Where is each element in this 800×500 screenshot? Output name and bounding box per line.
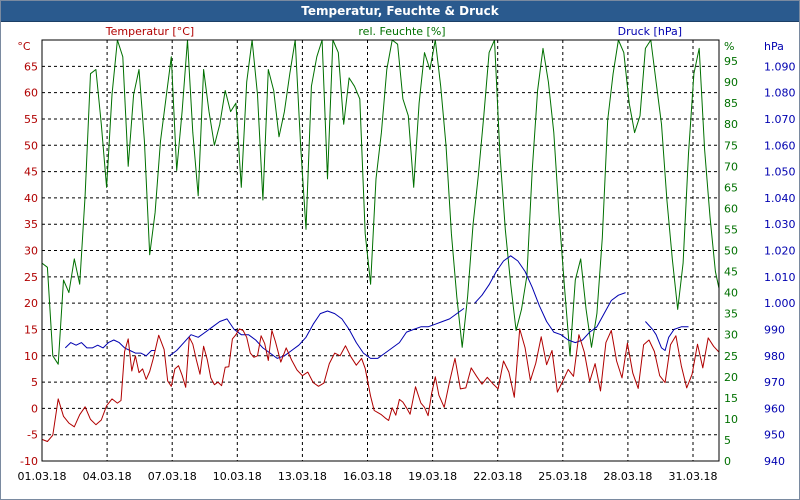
x-tick-label: 01.03.18 [18,470,67,483]
left-axis-unit: °C [17,40,31,53]
pressure-tick-label: 950 [764,429,785,442]
left-tick-label: 65 [24,60,38,73]
humidity-tick-label: 65 [724,181,738,194]
humidity-tick-label: 50 [724,245,738,258]
x-tick-label: 25.03.18 [538,470,587,483]
humidity-tick-label: 60 [724,202,738,215]
humidity-tick-label: 95 [724,55,738,68]
x-tick-label: 13.03.18 [278,470,327,483]
pressure-tick-label: 940 [764,455,785,468]
left-tick-label: -10 [20,455,38,468]
left-tick-label: 50 [24,139,38,152]
x-tick-label: 04.03.18 [83,470,132,483]
pressure-line [474,255,626,344]
humidity-tick-label: 20 [724,371,738,384]
pressure-tick-label: 990 [764,323,785,336]
humidity-tick-label: 30 [724,329,738,342]
x-tick-label: 28.03.18 [603,470,652,483]
left-tick-label: 20 [24,297,38,310]
humidity-tick-label: 55 [724,223,738,236]
left-tick-label: 35 [24,218,38,231]
pressure-tick-label: 960 [764,402,785,415]
pressure-tick-label: 1.000 [764,297,796,310]
humidity-tick-label: 45 [724,266,738,279]
humidity-tick-label: 90 [724,76,738,89]
pressure-line [169,307,465,359]
temperature-line [41,328,720,442]
left-tick-label: 25 [24,271,38,284]
plot-border [41,39,720,462]
humidity-tick-label: 75 [724,139,738,152]
x-tick-label: 31.03.18 [669,470,718,483]
humidity-axis-unit: % [724,40,734,53]
pressure-tick-label: 1.010 [764,271,796,284]
left-tick-label: 30 [24,245,38,258]
legend-pressure: Druck [hPa] [618,25,682,38]
humidity-tick-label: 10 [724,413,738,426]
left-tick-label: -5 [27,429,38,442]
left-tick-label: 5 [31,376,38,389]
left-tick-label: 45 [24,166,38,179]
humidity-tick-label: 70 [724,160,738,173]
pressure-tick-label: 1.060 [764,139,796,152]
left-tick-label: 15 [24,323,38,336]
left-tick-label: 40 [24,192,38,205]
humidity-tick-label: 25 [724,350,738,363]
chart-title: Temperatur, Feuchte & Druck [301,4,499,18]
legend-humidity: rel. Feuchte [%] [358,25,445,38]
x-tick-label: 22.03.18 [473,470,522,483]
pressure-line [64,339,156,357]
grid-lines [42,40,719,461]
pressure-tick-label: 980 [764,350,785,363]
pressure-tick-label: 1.020 [764,245,796,258]
pressure-tick-label: 1.070 [764,113,796,126]
left-tick-label: 55 [24,113,38,126]
left-tick-label: 60 [24,87,38,100]
humidity-tick-label: 35 [724,308,738,321]
humidity-tick-label: 5 [724,434,731,447]
x-tick-label: 10.03.18 [213,470,262,483]
pressure-tick-label: 970 [764,376,785,389]
humidity-tick-label: 0 [724,455,731,468]
axis-labels: 01.03.18 04.03.18 07.03.18 10.03.18 13.03.18… [17,25,795,483]
humidity-line [41,39,720,365]
series-lines [41,39,720,442]
pressure-axis-unit: hPa [764,40,784,53]
title-bar: Temperatur, Feuchte & Druck [1,1,799,22]
x-tick-label: 16.03.18 [343,470,392,483]
pressure-tick-label: 1.080 [764,87,796,100]
left-tick-label: 0 [31,402,38,415]
pressure-line [645,321,689,351]
x-tick-label: 19.03.18 [408,470,457,483]
humidity-tick-label: 40 [724,287,738,300]
left-tick-label: 10 [24,350,38,363]
humidity-tick-label: 15 [724,392,738,405]
pressure-tick-label: 1.040 [764,192,796,205]
pressure-tick-label: 1.090 [764,60,796,73]
humidity-tick-label: 80 [724,118,738,131]
x-tick-label: 07.03.18 [148,470,197,483]
pressure-tick-label: 1.050 [764,166,796,179]
pressure-tick-label: 1.030 [764,218,796,231]
legend-temperature: Temperatur [°C] [105,25,194,38]
humidity-tick-label: 85 [724,97,738,110]
